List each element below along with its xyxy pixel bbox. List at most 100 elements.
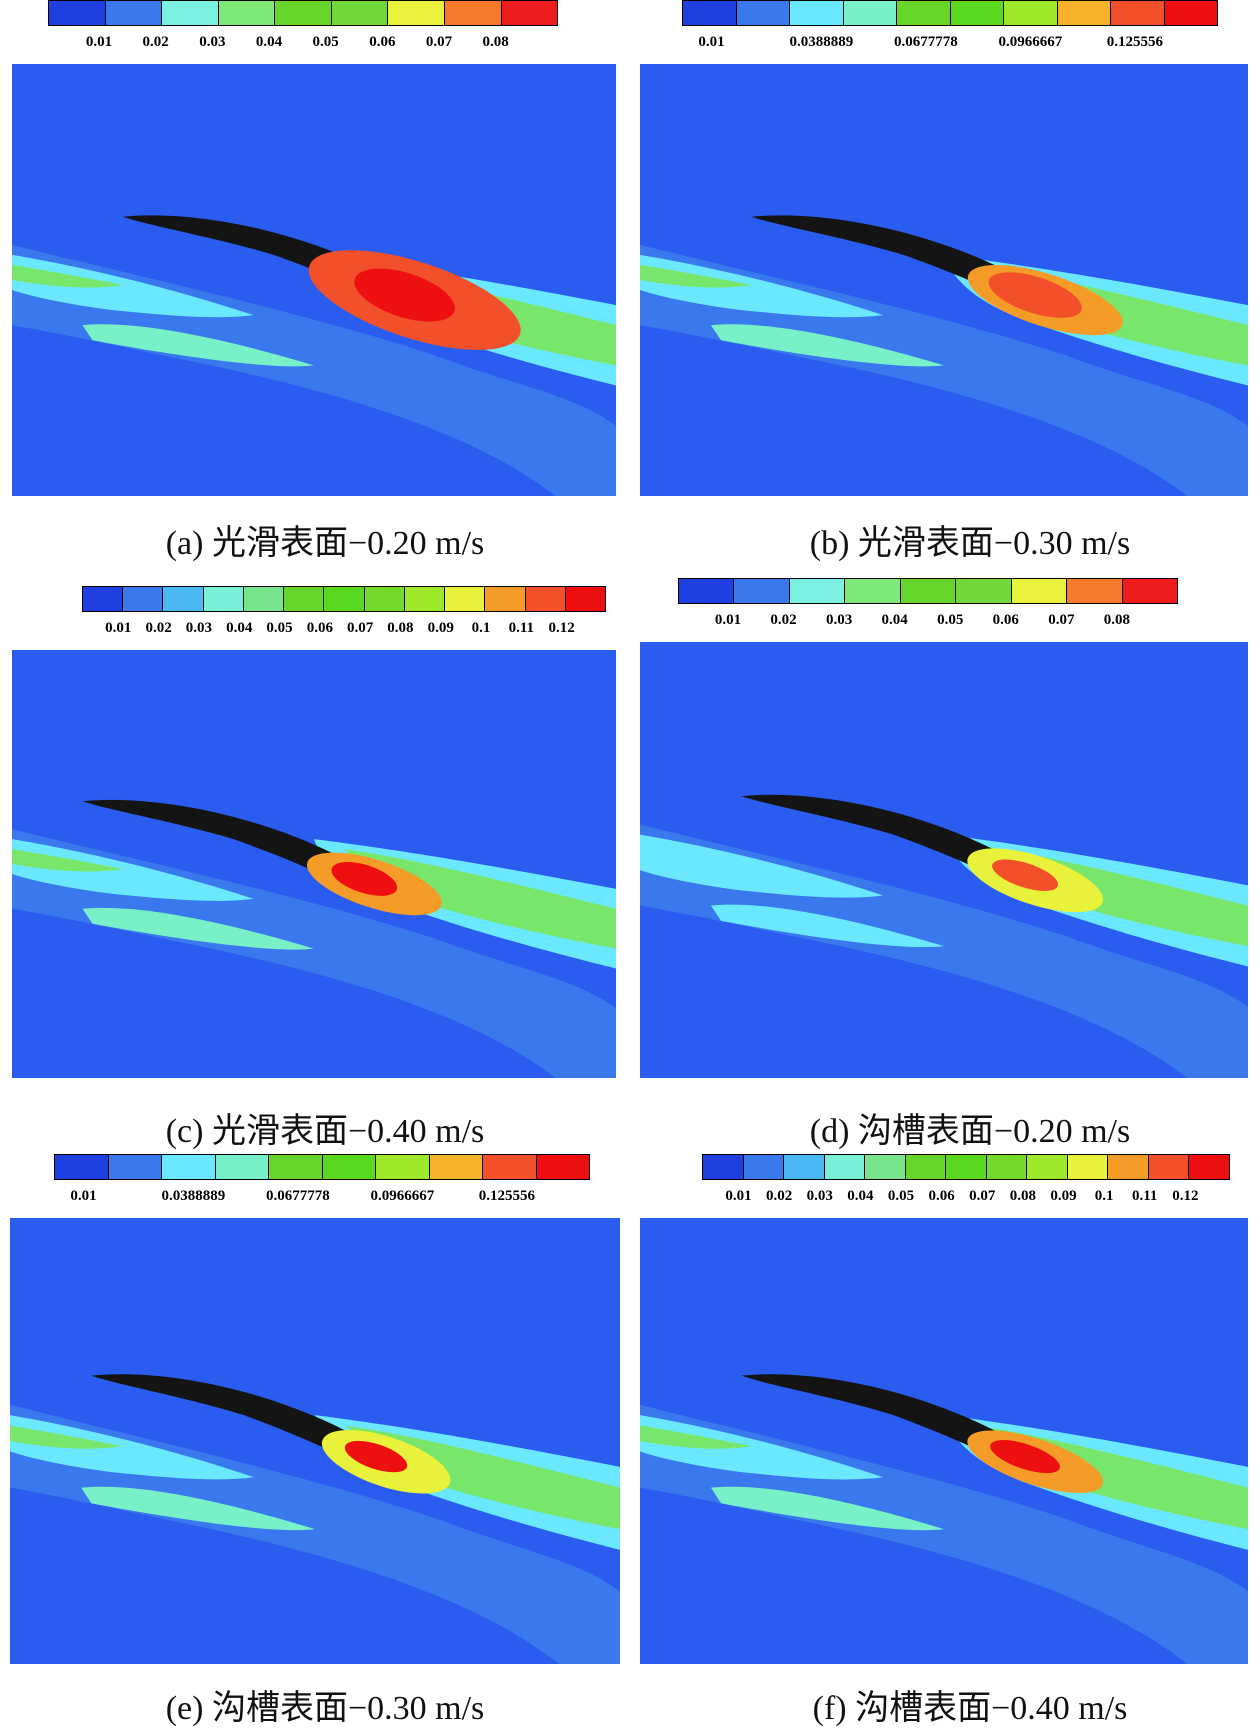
colorbar-swatch xyxy=(525,587,566,611)
colorbar-tick-label: 0.02 xyxy=(145,620,172,636)
colorbar-tick-label: 0.06 xyxy=(369,34,396,50)
colorbar-tick-label: 0.0966667 xyxy=(998,34,1063,50)
colorbar-swatch xyxy=(376,1155,430,1179)
hotspot-core xyxy=(992,859,1059,891)
colorbar-swatch xyxy=(956,579,1012,603)
wake-streak-upper xyxy=(640,834,884,898)
colorbar-tick-label: 0.04 xyxy=(255,34,283,50)
blade xyxy=(82,799,380,904)
contour-svg xyxy=(10,1218,620,1664)
colorbar-swatch xyxy=(743,1155,785,1179)
wake-green-edge xyxy=(10,1425,122,1449)
colorbar-swatch xyxy=(865,1155,906,1179)
colorbar-swatch xyxy=(364,587,405,611)
contour-plot xyxy=(12,64,616,496)
colorbar-swatch xyxy=(162,1,219,25)
colorbar xyxy=(82,586,606,612)
colorbar-swatch xyxy=(49,1,106,25)
contour-field xyxy=(12,64,616,496)
colorbar-tick-label: 0.125556 xyxy=(1106,34,1164,50)
colorbar-swatch xyxy=(105,1,163,25)
colorbar-tick-label: 0.03 xyxy=(806,1188,833,1204)
blade xyxy=(741,1374,1041,1483)
colorbar-tick-label: 0.07 xyxy=(425,34,453,50)
panel-caption: (f) 沟槽表面−0.40 m/s xyxy=(812,1690,1128,1727)
colorbar-tick-label: 0.05 xyxy=(312,34,339,50)
colorbar-swatch xyxy=(565,587,606,611)
panel-caption: (b) 光滑表面−0.30 m/s xyxy=(809,525,1131,562)
colorbar-labels: 0.01 0.0388889 0.0677778 0.0966667 0.125556 xyxy=(682,34,1218,54)
colorbar-labels: 0.01 0.02 0.03 0.04 0.05 0.06 0.07 0.08 xyxy=(48,34,558,54)
contour-svg xyxy=(12,650,616,1078)
colorbar-tick-label: 0.05 xyxy=(266,620,293,636)
colorbar-swatch xyxy=(843,1,897,25)
colorbar-tick-label: 0.01 xyxy=(698,34,725,50)
wake-streak-upper xyxy=(640,1415,884,1480)
colorbar-tick-label: 0.1 xyxy=(1094,1188,1114,1204)
colorbar-swatch xyxy=(683,1,737,25)
colorbar-swatch xyxy=(429,1155,483,1179)
colorbar-swatch xyxy=(275,1,332,25)
contour-field xyxy=(640,64,1248,496)
colorbar-tick-label: 0.11 xyxy=(1131,1188,1158,1204)
colorbar-swatch xyxy=(163,587,204,611)
colorbar-swatch xyxy=(946,1155,987,1179)
colorbar-swatch xyxy=(679,579,735,603)
colorbar-swatch xyxy=(485,587,526,611)
hotspot-core xyxy=(354,268,455,322)
panel-c: 0.01 0.02 0.03 0.04 0.05 0.06 0.07 0.08 0.09 0.1 0… xyxy=(10,586,630,1150)
panel-caption: (c) 光滑表面−0.40 m/s xyxy=(165,1113,485,1150)
colorbar-swatch xyxy=(162,1155,216,1179)
colorbar-tick-label: 0.03 xyxy=(185,620,213,636)
colorbar-swatch xyxy=(1011,579,1068,603)
colorbar-tick-label: 0.01 xyxy=(70,1188,97,1204)
colorbar-swatch xyxy=(1108,1155,1149,1179)
colorbar-tick-label: 0.06 xyxy=(928,1188,955,1204)
colorbar-swatch xyxy=(1027,1155,1068,1179)
colorbar-tick-label: 0.09 xyxy=(1050,1188,1077,1204)
colorbar-swatch xyxy=(1004,1,1058,25)
colorbar-swatch xyxy=(123,587,164,611)
colorbar-swatch xyxy=(218,1,276,25)
contour-field xyxy=(640,642,1248,1078)
colorbar-tick-label: 0.12 xyxy=(1172,1188,1199,1204)
colorbar-swatch xyxy=(1067,579,1123,603)
wake-streak-lower xyxy=(81,1486,316,1531)
colorbar-swatch xyxy=(905,1155,947,1179)
colorbar-swatch xyxy=(55,1155,109,1179)
contour-field xyxy=(10,1218,620,1664)
colorbar-swatch xyxy=(736,1,790,25)
colorbar-swatch xyxy=(322,1155,376,1179)
contour-svg xyxy=(640,642,1248,1078)
colorbar-tick-label: 0.0966667 xyxy=(370,1188,435,1204)
wake-green-edge xyxy=(640,264,752,288)
colorbar-tick-label: 0.05 xyxy=(937,612,964,628)
colorbar-swatch xyxy=(1111,1,1165,25)
colorbar-tick-label: 0.04 xyxy=(847,1188,874,1204)
colorbar-tick-label: 0.08 xyxy=(1103,612,1130,628)
colorbar-swatch xyxy=(83,587,124,611)
colorbar-swatch xyxy=(1067,1155,1109,1179)
contour-svg xyxy=(640,64,1248,496)
wake-streak-lower xyxy=(710,1486,944,1531)
wake-streak-upper xyxy=(10,1415,254,1480)
colorbar-tick-label: 0.07 xyxy=(1048,612,1075,628)
colorbar-swatch xyxy=(1122,579,1177,603)
wake-streak-lower xyxy=(710,324,944,367)
colorbar-labels: 0.01 0.02 0.03 0.04 0.05 0.06 0.07 0.08 xyxy=(678,612,1178,632)
colorbar-tick-label: 0.01 xyxy=(725,1188,752,1204)
contour-svg xyxy=(12,64,616,496)
colorbar xyxy=(702,1154,1230,1180)
wake-streak-upper xyxy=(12,254,254,318)
colorbar-tick-label: 0.0677778 xyxy=(266,1188,330,1204)
colorbar-tick-label: 0.07 xyxy=(969,1188,996,1204)
colorbar-tick-label: 0.06 xyxy=(306,620,333,636)
blade xyxy=(741,794,1041,901)
contour-plot xyxy=(12,650,616,1078)
colorbar-tick-label: 0.09 xyxy=(427,620,454,636)
panel-b: 0.01 0.0388889 0.0677778 0.0966667 0.125556 (… xyxy=(640,0,1260,562)
colorbar-tick-label: 0.02 xyxy=(766,1188,793,1204)
colorbar-swatch xyxy=(324,587,365,611)
wake-green-edge xyxy=(640,1425,752,1449)
colorbar-swatch xyxy=(1189,1155,1229,1179)
